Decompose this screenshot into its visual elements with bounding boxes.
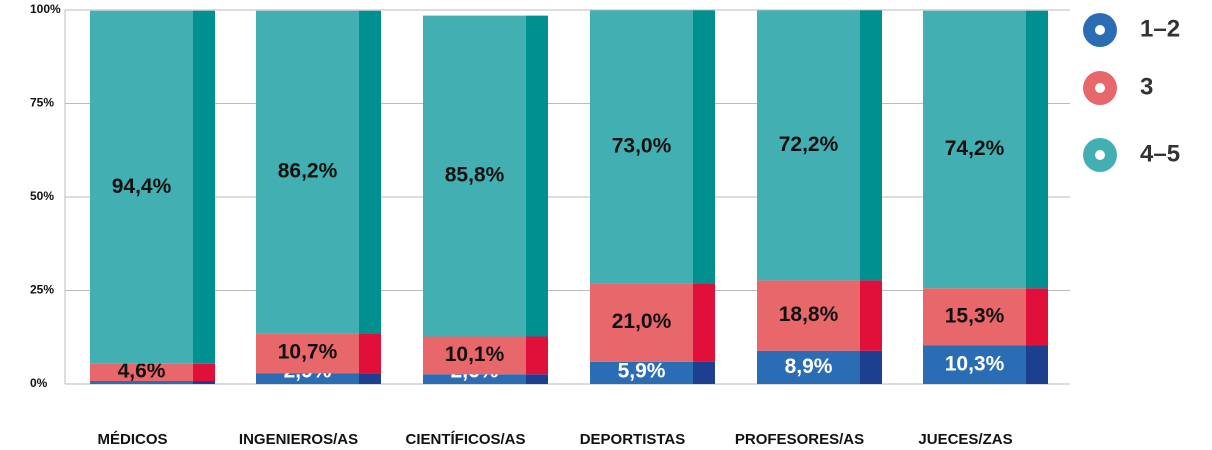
bar-segment-edge [193, 381, 215, 384]
bar-segment [757, 280, 860, 351]
bar-segment-edge [693, 361, 715, 384]
bar-segment [590, 10, 693, 284]
bar-segment [923, 288, 1026, 346]
bar-segment-edge [860, 280, 882, 351]
bar-segment-edge [1026, 10, 1048, 289]
bar-segment [757, 10, 860, 281]
x-tick-label: JUECES/ZAS [918, 431, 1012, 448]
bar-segment [90, 10, 193, 364]
legend-label: 3 [1140, 73, 1153, 100]
bar-segment-edge [860, 10, 882, 281]
bar-segment [423, 336, 526, 375]
y-tick-label: 50% [30, 189, 54, 203]
bar-segment [923, 345, 1026, 384]
x-tick-label: CIENTÍFICOS/AS [405, 431, 525, 448]
bar-segment [590, 361, 693, 384]
x-tick-label: MÉDICOS [97, 431, 167, 448]
y-tick-label: 25% [30, 283, 54, 297]
value-label: 8,9% [785, 355, 833, 378]
y-tick-label: 100% [30, 2, 61, 16]
bar-segment-edge [693, 10, 715, 284]
value-label: 18,8% [779, 303, 839, 326]
value-label: 4,6% [118, 360, 166, 383]
x-tick-label: PROFESORES/AS [735, 431, 864, 448]
bar-segment [90, 363, 193, 382]
bar-segment-edge [526, 336, 548, 375]
value-label: 10,3% [945, 352, 1005, 375]
value-label: 15,3% [945, 304, 1005, 327]
bar-segment [757, 350, 860, 384]
x-tick-label: DEPORTISTAS [580, 431, 686, 448]
value-label: 10,7% [278, 341, 338, 364]
value-label: 73,0% [612, 134, 672, 157]
bar-segment-edge [193, 10, 215, 364]
bar-segment-edge [1026, 345, 1048, 384]
bar-segment [923, 10, 1026, 289]
value-label: 74,2% [945, 137, 1005, 160]
y-tick-label: 0% [30, 376, 48, 390]
value-label: 86,2% [278, 159, 338, 182]
bar-segment [256, 10, 359, 334]
value-label: 85,8% [445, 164, 505, 187]
bar-segment [256, 333, 359, 374]
bar-segment [256, 373, 359, 384]
bar-segment-edge [359, 333, 381, 374]
bar-segment-edge [526, 374, 548, 384]
bar-segment-edge [359, 373, 381, 384]
legend-swatch-dot [1095, 150, 1105, 160]
bar-segment-edge [860, 350, 882, 384]
bar-segment-edge [1026, 288, 1048, 346]
value-label: 94,4% [112, 175, 172, 198]
bar-segment [423, 15, 526, 337]
bar-segment-edge [193, 363, 215, 382]
legend-swatch-dot [1095, 83, 1105, 93]
value-label: 21,0% [612, 310, 672, 333]
legend-label: 1–2 [1140, 15, 1180, 42]
bar-segment [90, 381, 193, 384]
bar-segment [590, 283, 693, 362]
bar-segment-edge [526, 15, 548, 337]
legend-swatch-dot [1095, 25, 1105, 35]
bar-segment [423, 374, 526, 384]
bar-segment-edge [693, 283, 715, 362]
y-tick-label: 75% [30, 96, 54, 110]
legend-label: 4–5 [1140, 140, 1180, 167]
value-label: 5,9% [618, 360, 666, 383]
x-tick-label: INGENIEROS/AS [239, 431, 358, 448]
value-label: 72,2% [779, 133, 839, 156]
bar-segment-edge [359, 10, 381, 334]
value-label: 10,1% [445, 343, 505, 366]
